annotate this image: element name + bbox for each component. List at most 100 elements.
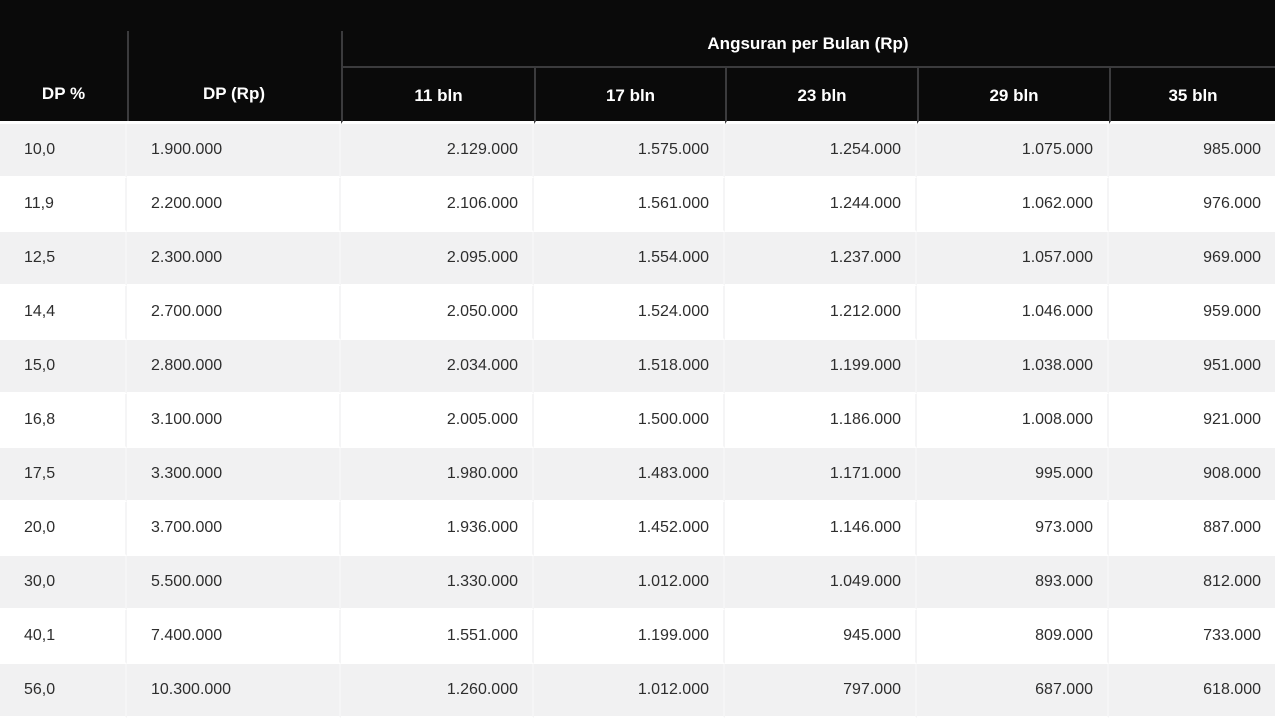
col-header-month-29: 29 bln — [917, 68, 1109, 124]
cell-angsuran-23-bln: 1.186.000 — [725, 394, 917, 448]
cell-angsuran-17-bln: 1.483.000 — [534, 448, 725, 502]
cell-angsuran-23-bln: 1.049.000 — [725, 556, 917, 610]
cell-angsuran-23-bln: 1.237.000 — [725, 232, 917, 286]
cell-dp-percent: 14,4 — [0, 286, 127, 340]
cell-angsuran-11-bln: 2.106.000 — [341, 178, 534, 232]
cell-angsuran-17-bln: 1.199.000 — [534, 610, 725, 664]
cell-angsuran-17-bln: 1.518.000 — [534, 340, 725, 394]
cell-angsuran-35-bln: 812.000 — [1109, 556, 1275, 610]
cell-dp-rp: 2.800.000 — [127, 340, 341, 394]
col-header-dp-rp: DP (Rp) — [127, 0, 341, 124]
table-body: 10,0 1.900.000 2.129.000 1.575.000 1.254.000… — [0, 124, 1275, 718]
cell-dp-rp: 10.300.000 — [127, 664, 341, 718]
cell-angsuran-11-bln: 2.050.000 — [341, 286, 534, 340]
cell-angsuran-29-bln: 1.008.000 — [917, 394, 1109, 448]
cell-angsuran-11-bln: 1.936.000 — [341, 502, 534, 556]
cell-angsuran-35-bln: 976.000 — [1109, 178, 1275, 232]
table-row: 40,1 7.400.000 1.551.000 1.199.000 945.000 80… — [0, 610, 1275, 664]
cell-angsuran-29-bln: 1.057.000 — [917, 232, 1109, 286]
cell-dp-rp: 2.700.000 — [127, 286, 341, 340]
cell-dp-rp: 3.100.000 — [127, 394, 341, 448]
table-row: 20,0 3.700.000 1.936.000 1.452.000 1.146.000… — [0, 502, 1275, 556]
cell-angsuran-11-bln: 1.260.000 — [341, 664, 534, 718]
cell-angsuran-17-bln: 1.012.000 — [534, 664, 725, 718]
cell-angsuran-17-bln: 1.524.000 — [534, 286, 725, 340]
cell-angsuran-35-bln: 908.000 — [1109, 448, 1275, 502]
cell-angsuran-11-bln: 2.129.000 — [341, 124, 534, 178]
cell-angsuran-23-bln: 945.000 — [725, 610, 917, 664]
cell-dp-rp: 2.300.000 — [127, 232, 341, 286]
cell-angsuran-17-bln: 1.575.000 — [534, 124, 725, 178]
cell-dp-percent: 12,5 — [0, 232, 127, 286]
cell-angsuran-11-bln: 1.330.000 — [341, 556, 534, 610]
cell-dp-rp: 2.200.000 — [127, 178, 341, 232]
cell-dp-rp: 3.700.000 — [127, 502, 341, 556]
cell-angsuran-29-bln: 809.000 — [917, 610, 1109, 664]
cell-angsuran-11-bln: 1.980.000 — [341, 448, 534, 502]
cell-dp-percent: 11,9 — [0, 178, 127, 232]
cell-dp-percent: 40,1 — [0, 610, 127, 664]
cell-angsuran-23-bln: 1.199.000 — [725, 340, 917, 394]
cell-angsuran-29-bln: 893.000 — [917, 556, 1109, 610]
table-row: 15,0 2.800.000 2.034.000 1.518.000 1.199.000… — [0, 340, 1275, 394]
table-row: 56,0 10.300.000 1.260.000 1.012.000 797.000 6… — [0, 664, 1275, 718]
table-header: DP % DP (Rp) Angsuran per Bulan (Rp) 11 … — [0, 0, 1275, 124]
col-header-month-11: 11 bln — [341, 68, 534, 124]
cell-angsuran-11-bln: 2.005.000 — [341, 394, 534, 448]
cell-angsuran-23-bln: 797.000 — [725, 664, 917, 718]
cell-angsuran-17-bln: 1.500.000 — [534, 394, 725, 448]
cell-angsuran-23-bln: 1.244.000 — [725, 178, 917, 232]
cell-angsuran-23-bln: 1.254.000 — [725, 124, 917, 178]
table-row: 16,8 3.100.000 2.005.000 1.500.000 1.186.000… — [0, 394, 1275, 448]
table-row: 17,5 3.300.000 1.980.000 1.483.000 1.171.000… — [0, 448, 1275, 502]
col-header-dp-percent: DP % — [0, 0, 127, 124]
cell-angsuran-29-bln: 1.046.000 — [917, 286, 1109, 340]
cell-angsuran-35-bln: 969.000 — [1109, 232, 1275, 286]
cell-angsuran-11-bln: 2.095.000 — [341, 232, 534, 286]
cell-angsuran-17-bln: 1.452.000 — [534, 502, 725, 556]
cell-dp-percent: 30,0 — [0, 556, 127, 610]
cell-dp-rp: 1.900.000 — [127, 124, 341, 178]
cell-dp-percent: 10,0 — [0, 124, 127, 178]
cell-angsuran-17-bln: 1.012.000 — [534, 556, 725, 610]
table-row: 10,0 1.900.000 2.129.000 1.575.000 1.254.000… — [0, 124, 1275, 178]
cell-angsuran-35-bln: 985.000 — [1109, 124, 1275, 178]
cell-angsuran-35-bln: 733.000 — [1109, 610, 1275, 664]
cell-dp-percent: 56,0 — [0, 664, 127, 718]
cell-dp-rp: 5.500.000 — [127, 556, 341, 610]
table-row: 14,4 2.700.000 2.050.000 1.524.000 1.212.000… — [0, 286, 1275, 340]
cell-dp-rp: 7.400.000 — [127, 610, 341, 664]
cell-angsuran-35-bln: 959.000 — [1109, 286, 1275, 340]
col-header-month-17: 17 bln — [534, 68, 725, 124]
col-header-month-23: 23 bln — [725, 68, 917, 124]
cell-angsuran-29-bln: 1.038.000 — [917, 340, 1109, 394]
cell-angsuran-17-bln: 1.554.000 — [534, 232, 725, 286]
cell-angsuran-29-bln: 995.000 — [917, 448, 1109, 502]
cell-angsuran-17-bln: 1.561.000 — [534, 178, 725, 232]
cell-angsuran-11-bln: 1.551.000 — [341, 610, 534, 664]
header-group-row: DP % DP (Rp) Angsuran per Bulan (Rp) — [0, 0, 1275, 124]
table-row: 11,9 2.200.000 2.106.000 1.561.000 1.244.000… — [0, 178, 1275, 232]
cell-dp-percent: 20,0 — [0, 502, 127, 556]
cell-dp-rp: 3.300.000 — [127, 448, 341, 502]
cell-dp-percent: 17,5 — [0, 448, 127, 502]
header-month-row: 11 bln 17 bln 23 bln 29 bln 35 bln — [0, 68, 1275, 124]
cell-dp-percent: 16,8 — [0, 394, 127, 448]
cell-dp-percent: 15,0 — [0, 340, 127, 394]
cell-angsuran-23-bln: 1.146.000 — [725, 502, 917, 556]
cell-angsuran-35-bln: 618.000 — [1109, 664, 1275, 718]
table-row: 30,0 5.500.000 1.330.000 1.012.000 1.049.000… — [0, 556, 1275, 610]
cell-angsuran-35-bln: 921.000 — [1109, 394, 1275, 448]
cell-angsuran-23-bln: 1.171.000 — [725, 448, 917, 502]
cell-angsuran-29-bln: 687.000 — [917, 664, 1109, 718]
cell-angsuran-11-bln: 2.034.000 — [341, 340, 534, 394]
cell-angsuran-35-bln: 951.000 — [1109, 340, 1275, 394]
table-row: 12,5 2.300.000 2.095.000 1.554.000 1.237.000… — [0, 232, 1275, 286]
cell-angsuran-35-bln: 887.000 — [1109, 502, 1275, 556]
cell-angsuran-23-bln: 1.212.000 — [725, 286, 917, 340]
cell-angsuran-29-bln: 1.075.000 — [917, 124, 1109, 178]
col-header-month-35: 35 bln — [1109, 68, 1275, 124]
cell-angsuran-29-bln: 973.000 — [917, 502, 1109, 556]
group-header-angsuran-per-bulan: Angsuran per Bulan (Rp) — [341, 0, 1275, 68]
